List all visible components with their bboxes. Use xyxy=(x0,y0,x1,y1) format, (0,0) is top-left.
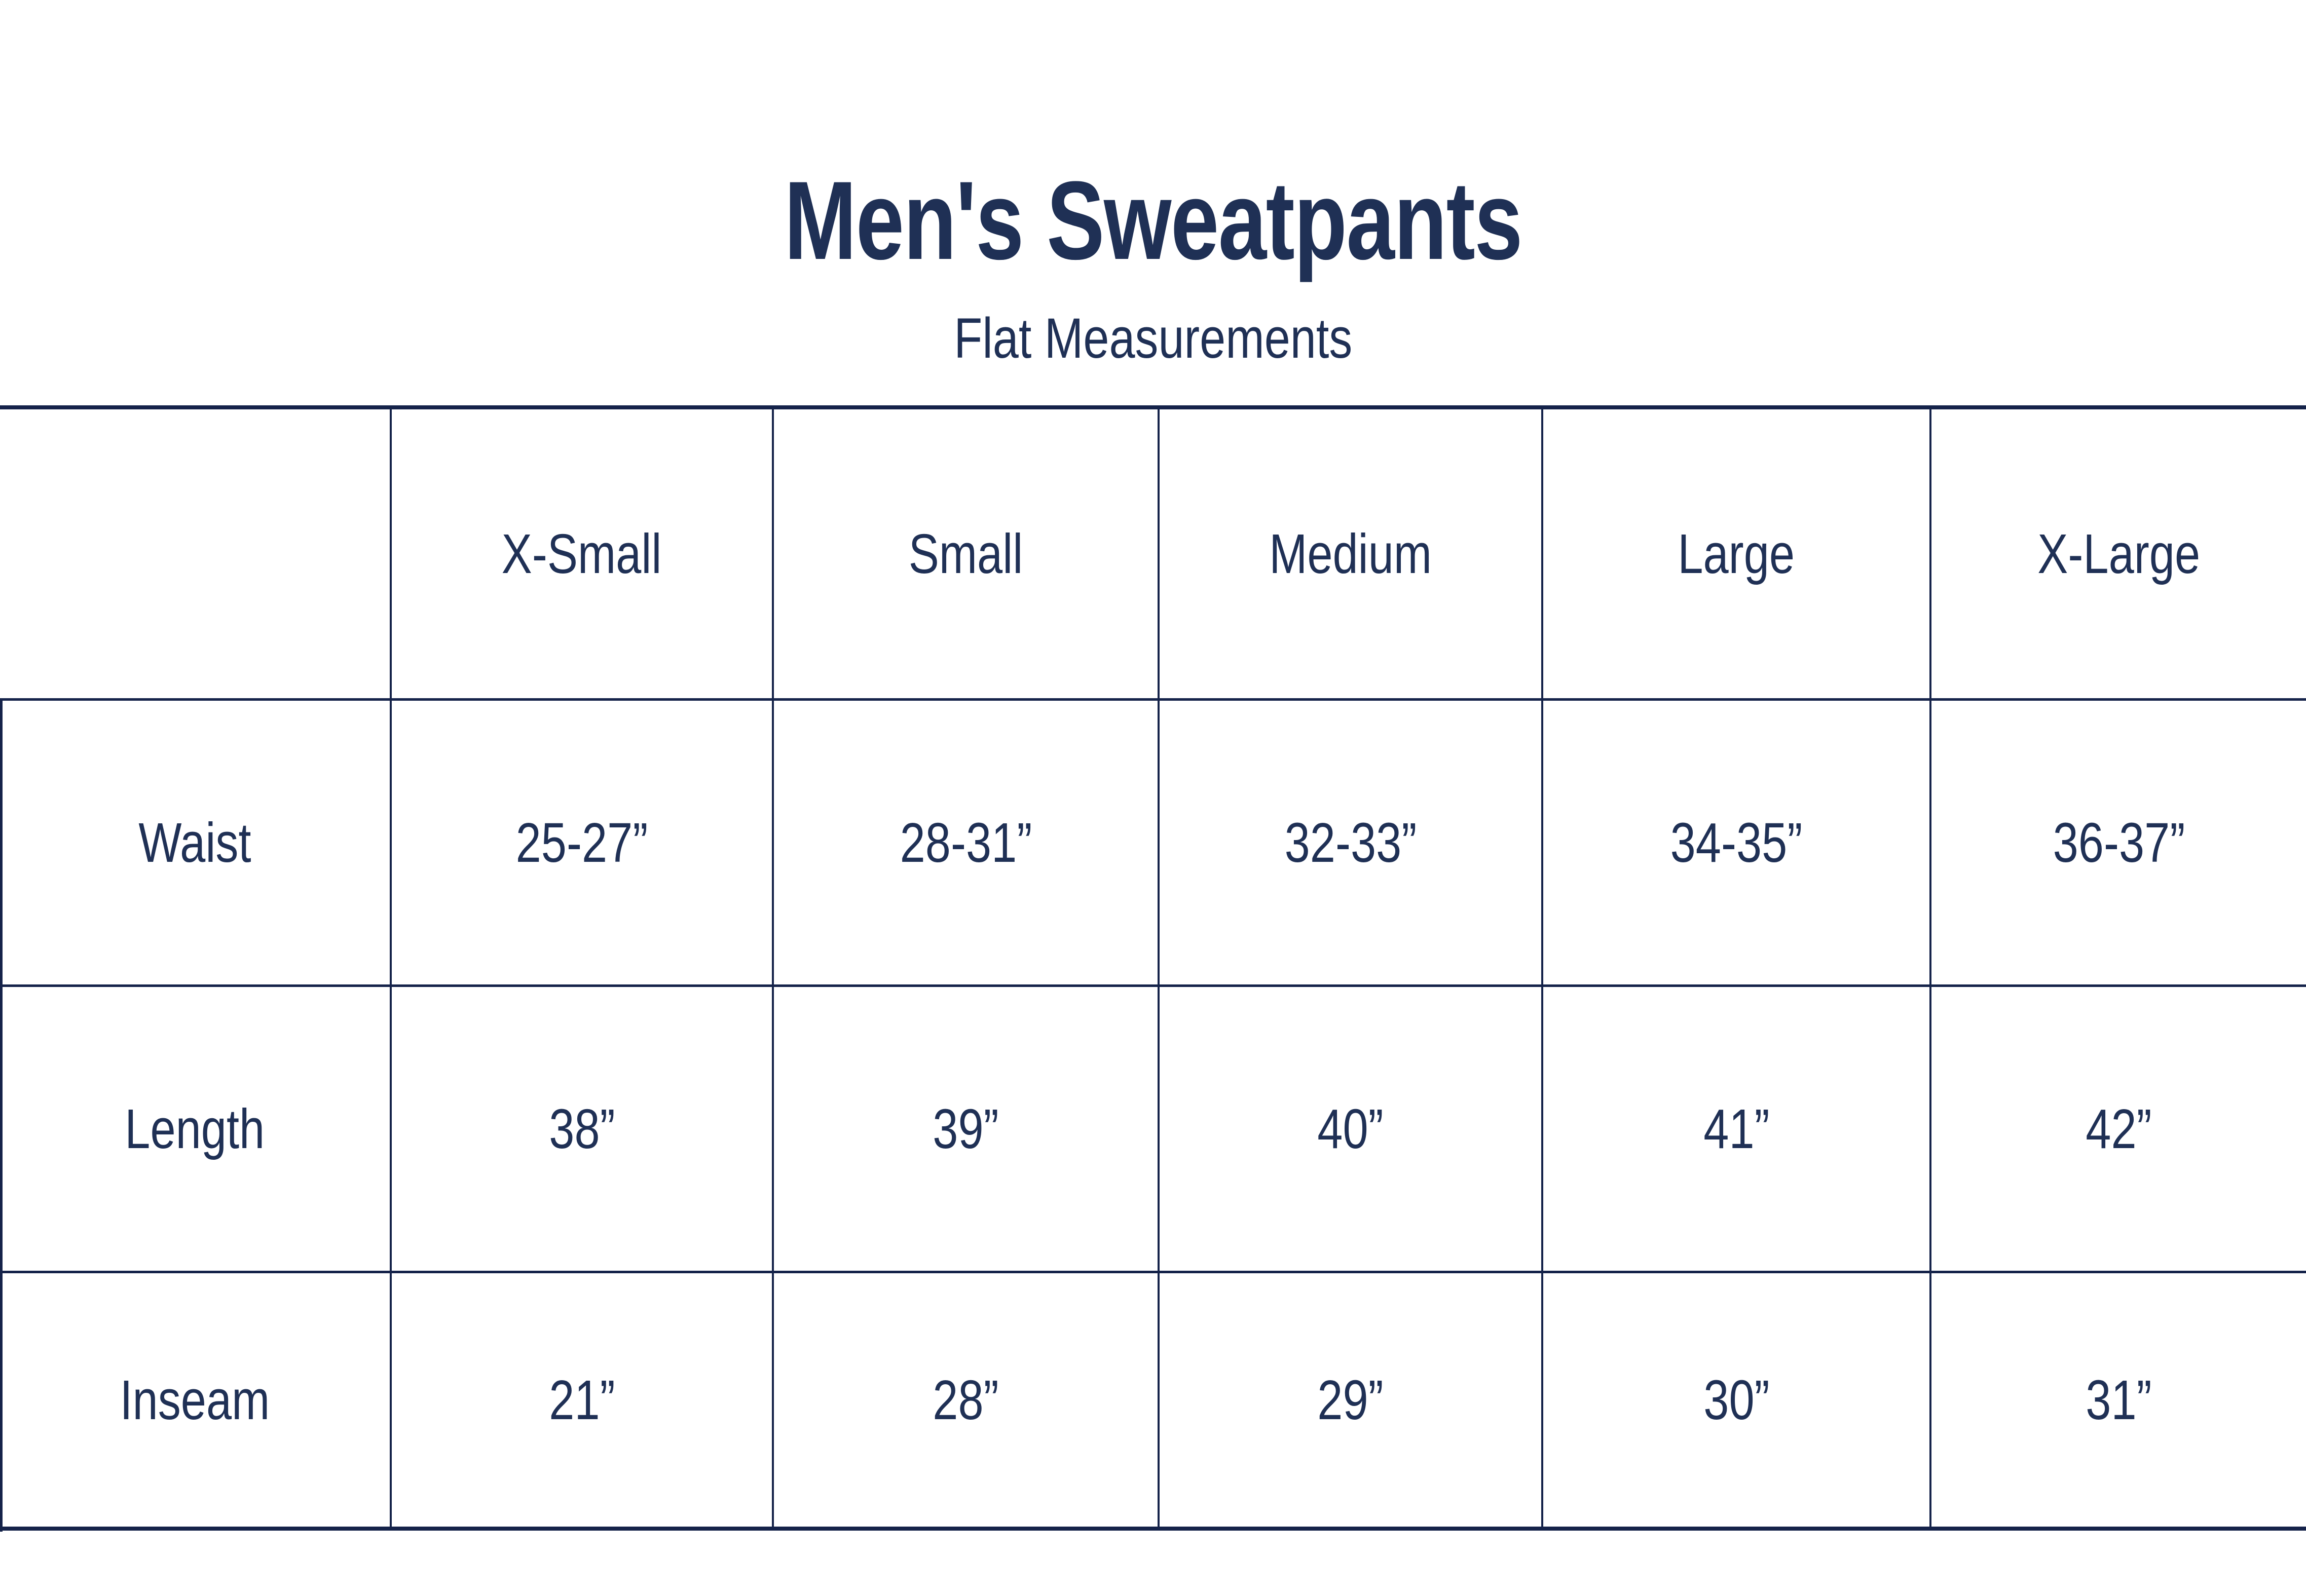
inseam-medium-value: 29” xyxy=(1158,1271,1541,1527)
size-measurements-table: X-Small Small Medium Large X-Large Waist… xyxy=(0,405,2306,1531)
page-title-text: Men's Sweatpants xyxy=(784,158,1522,283)
header-cell-blank xyxy=(0,409,390,698)
row-label-waist: Waist xyxy=(0,698,390,984)
inseam-small-value: 28” xyxy=(772,1271,1158,1527)
row-label-length: Length xyxy=(0,984,390,1271)
header-cell-x-small: X-Small xyxy=(390,409,772,698)
waist-x-large-value: 36-37” xyxy=(1929,698,2306,984)
header-cell-large: Large xyxy=(1541,409,1929,698)
inseam-large-value: 30” xyxy=(1541,1271,1929,1527)
waist-large-value: 34-35” xyxy=(1541,698,1929,984)
table-left-border xyxy=(0,698,3,1532)
length-large-value: 41” xyxy=(1541,984,1929,1271)
waist-x-small-value: 25-27” xyxy=(390,698,772,984)
page-subtitle-text: Flat Measurements xyxy=(953,307,1353,370)
header-cell-x-large: X-Large xyxy=(1929,409,2306,698)
page-title: Men's Sweatpants xyxy=(0,162,2306,315)
length-x-small-value: 38” xyxy=(390,984,772,1271)
header-cell-medium: Medium xyxy=(1158,409,1541,698)
waist-medium-value: 32-33” xyxy=(1158,698,1541,984)
header-cell-small: Small xyxy=(772,409,1158,698)
length-medium-value: 40” xyxy=(1158,984,1541,1271)
page-subtitle: Flat Measurements xyxy=(0,308,2306,386)
row-label-inseam: Inseam xyxy=(0,1271,390,1527)
inseam-x-large-value: 31” xyxy=(1929,1271,2306,1527)
waist-small-value: 28-31” xyxy=(772,698,1158,984)
length-x-large-value: 42” xyxy=(1929,984,2306,1271)
inseam-x-small-value: 21” xyxy=(390,1271,772,1527)
length-small-value: 39” xyxy=(772,984,1158,1271)
